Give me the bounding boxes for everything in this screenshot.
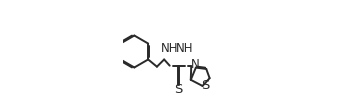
Text: NH: NH [161,42,178,55]
Text: N: N [190,57,199,71]
Text: NH: NH [176,42,194,55]
Text: S: S [174,83,182,96]
Text: S: S [201,79,210,92]
